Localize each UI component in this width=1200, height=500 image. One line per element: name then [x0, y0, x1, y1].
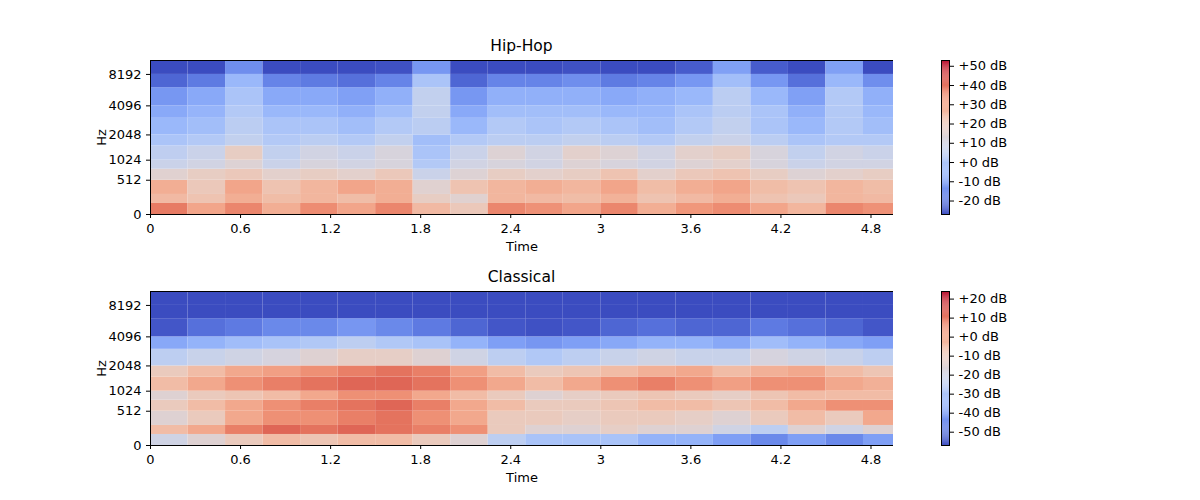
svg-text:4096: 4096: [108, 329, 141, 344]
svg-text:1.8: 1.8: [410, 452, 431, 467]
svg-text:0.6: 0.6: [230, 221, 251, 236]
svg-text:4.8: 4.8: [861, 221, 882, 236]
svg-text:Time: Time: [505, 239, 538, 254]
svg-text:2048: 2048: [108, 358, 141, 373]
svg-text:+10 dB: +10 dB: [959, 310, 1008, 325]
svg-text:4096: 4096: [108, 98, 141, 113]
svg-text:Hz: Hz: [94, 360, 109, 377]
svg-text:1.2: 1.2: [320, 452, 341, 467]
svg-text:Hz: Hz: [94, 129, 109, 146]
svg-text:0: 0: [133, 207, 141, 222]
svg-text:-50 dB: -50 dB: [959, 424, 1002, 439]
svg-text:0: 0: [133, 438, 141, 453]
svg-text:512: 512: [117, 172, 142, 187]
svg-text:4.2: 4.2: [771, 452, 792, 467]
svg-text:-30 dB: -30 dB: [959, 386, 1002, 401]
svg-text:-40 dB: -40 dB: [959, 405, 1002, 420]
svg-text:3: 3: [597, 221, 605, 236]
svg-text:2048: 2048: [108, 127, 141, 142]
svg-text:8192: 8192: [108, 298, 141, 313]
svg-text:+20 dB: +20 dB: [959, 291, 1008, 306]
svg-text:1.8: 1.8: [410, 221, 431, 236]
svg-text:3: 3: [597, 452, 605, 467]
svg-text:+0 dB: +0 dB: [959, 155, 999, 170]
svg-text:-10 dB: -10 dB: [959, 174, 1002, 189]
svg-text:3.6: 3.6: [681, 452, 702, 467]
svg-text:+10 dB: +10 dB: [959, 135, 1008, 150]
svg-text:1.2: 1.2: [320, 221, 341, 236]
svg-text:8192: 8192: [108, 67, 141, 82]
html-text:Hip-Hop: Hip-Hop: [490, 37, 553, 55]
svg-text:2.4: 2.4: [500, 452, 521, 467]
svg-text:2.4: 2.4: [500, 221, 521, 236]
svg-text:1024: 1024: [108, 152, 141, 167]
svg-text:1024: 1024: [108, 383, 141, 398]
svg-text:3.6: 3.6: [681, 221, 702, 236]
svg-text:Time: Time: [505, 470, 538, 485]
svg-text:4.8: 4.8: [861, 452, 882, 467]
svg-text:+20 dB: +20 dB: [959, 116, 1008, 131]
svg-text:4.2: 4.2: [771, 221, 792, 236]
svg-text:+0 dB: +0 dB: [959, 329, 999, 344]
svg-text:+50 dB: +50 dB: [959, 58, 1008, 73]
svg-text:0: 0: [146, 452, 154, 467]
svg-text:-10 dB: -10 dB: [959, 348, 1002, 363]
svg-text:+30 dB: +30 dB: [959, 97, 1008, 112]
svg-text:0: 0: [146, 221, 154, 236]
svg-text:+40 dB: +40 dB: [959, 78, 1008, 93]
svg-text:512: 512: [117, 403, 142, 418]
svg-text:-20 dB: -20 dB: [959, 193, 1002, 208]
html-text:Classical: Classical: [487, 268, 556, 286]
svg-text:-20 dB: -20 dB: [959, 367, 1002, 382]
svg-text:0.6: 0.6: [230, 452, 251, 467]
